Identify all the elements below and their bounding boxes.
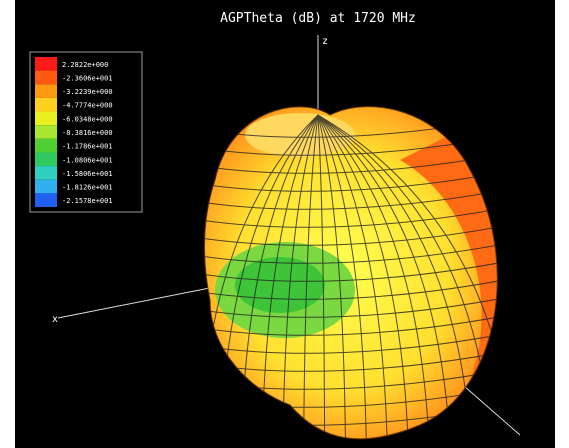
legend-swatch	[35, 70, 57, 85]
legend-label: -2.3606e+001	[62, 74, 113, 82]
legend-swatch	[35, 84, 57, 98]
mesh-line	[317, 114, 388, 439]
legend-swatch	[35, 193, 57, 207]
mesh-line	[317, 114, 498, 439]
mesh-line	[317, 114, 326, 439]
mesh-line	[303, 114, 319, 439]
legend-swatch	[35, 125, 57, 139]
mesh-line	[317, 114, 451, 439]
x-axis-label: x	[52, 314, 58, 325]
legend-label: -4.7774e+000	[62, 102, 113, 110]
mesh-line	[204, 114, 319, 439]
mesh-line	[282, 114, 319, 439]
title: AGPTheta (dB) at 1720 MHz	[220, 11, 416, 26]
pattern-outline	[204, 106, 498, 440]
mesh-line	[317, 114, 430, 439]
pattern-surface	[204, 106, 498, 439]
legend-swatch	[35, 111, 57, 126]
legend-label: -3.2239e+000	[62, 88, 113, 96]
legend-label: -1.0806e+001	[62, 156, 113, 164]
legend: 2.2822e+000 -2.3606e+001 -3.2239e+000 -4.77…	[29, 51, 143, 213]
legend-label: -6.0348e+000	[62, 115, 113, 123]
legend-label: -1.1786e+001	[62, 143, 113, 151]
mesh-line	[204, 312, 498, 336]
mesh-line	[204, 222, 498, 246]
legend-swatch	[35, 152, 57, 167]
mesh-line	[317, 114, 346, 439]
mesh-line	[204, 204, 498, 228]
mesh-line	[204, 294, 498, 318]
legend-label: -8.3816e+000	[62, 129, 113, 137]
legend-swatch	[35, 179, 57, 194]
legend-swatch	[35, 57, 57, 71]
z-axis-label: z	[322, 36, 328, 47]
mesh-line	[204, 186, 498, 210]
mesh-line	[317, 114, 472, 439]
mesh-line	[204, 240, 498, 264]
legend-label: 2.2822e+000	[62, 61, 108, 69]
mesh-line	[317, 114, 409, 439]
legend-swatch	[35, 97, 57, 112]
legend-label: -2.1578e+001	[62, 197, 113, 205]
legend-swatch	[35, 166, 57, 180]
legend-label: -1.5806e+001	[62, 170, 113, 178]
mesh-line	[204, 276, 498, 300]
legend-swatch	[35, 138, 57, 153]
legend-label: -1.8126e+001	[62, 184, 113, 192]
mesh-line	[204, 330, 498, 354]
mesh-line	[204, 258, 498, 282]
